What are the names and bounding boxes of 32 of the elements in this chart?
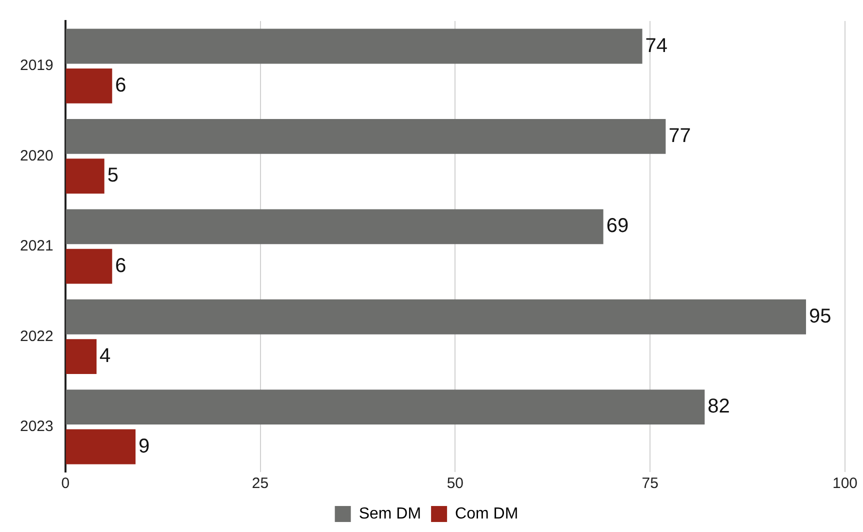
- data-label: 5: [107, 164, 118, 187]
- bar: [66, 339, 97, 374]
- bar: [66, 390, 705, 425]
- y-tick-label: 2019: [20, 57, 54, 74]
- bar: [66, 158, 104, 194]
- x-tick-label: 50: [446, 475, 464, 492]
- data-label: 95: [809, 305, 832, 328]
- bar: [66, 68, 112, 104]
- x-tick-label: 25: [252, 475, 269, 492]
- bar: [66, 118, 666, 154]
- data-label: 69: [606, 215, 629, 238]
- data-label: 9: [138, 435, 150, 458]
- y-tick-label: 2020: [20, 147, 54, 164]
- y-tick-label: 2023: [20, 418, 54, 436]
- data-label: 4: [100, 345, 111, 368]
- data-label: 6: [115, 74, 126, 96]
- x-tick-label: 0: [61, 475, 70, 492]
- bar: [66, 209, 604, 244]
- bar: [66, 248, 112, 284]
- y-tick-label: 2021: [20, 238, 54, 255]
- y-tick-label: 2022: [20, 328, 54, 345]
- bar: [66, 299, 806, 334]
- data-label: 82: [708, 396, 730, 418]
- data-label: 6: [115, 254, 126, 277]
- data-label: 74: [645, 34, 668, 57]
- x-tick-label: 100: [832, 475, 858, 492]
- legend-label: Sem DM: [358, 505, 422, 522]
- x-tick-label: 75: [642, 475, 658, 492]
- data-label: 77: [668, 124, 691, 147]
- bar: [66, 429, 136, 464]
- legend-label: Com DM: [455, 505, 518, 522]
- bar: [66, 28, 642, 64]
